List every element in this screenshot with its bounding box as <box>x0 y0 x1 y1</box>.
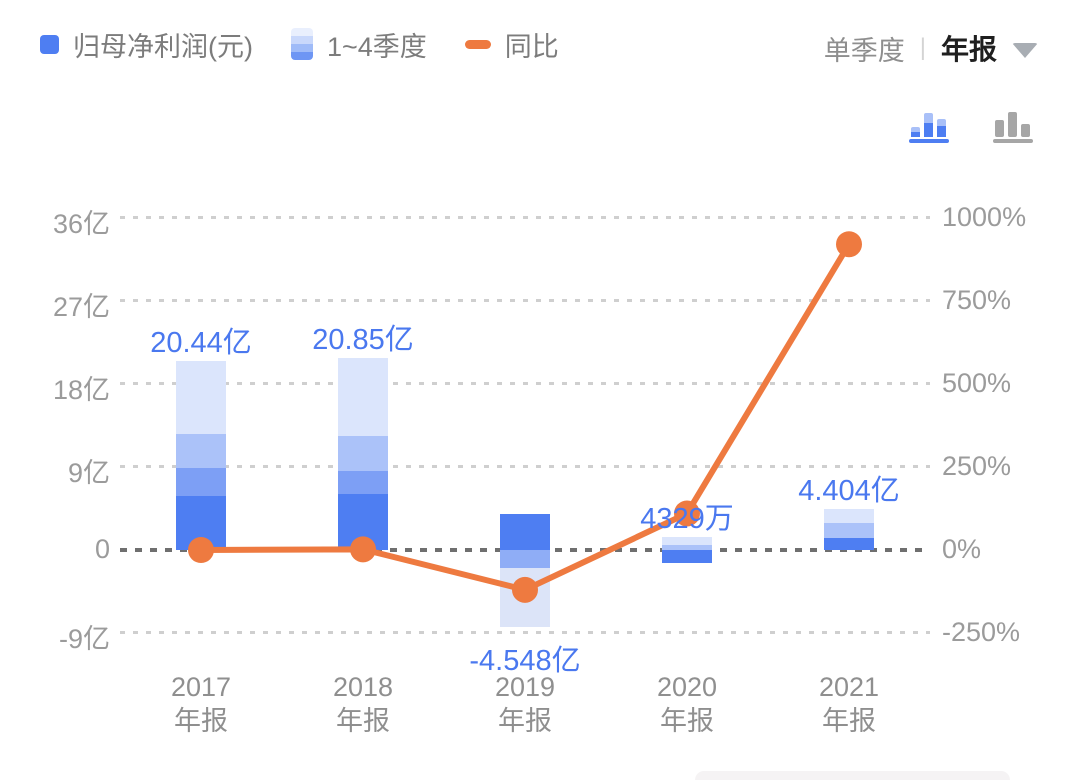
right-axis-tick: 500% <box>942 368 1012 398</box>
gridline <box>120 382 930 385</box>
toggle-divider: | <box>919 34 926 61</box>
yoy-dash-swatch-icon <box>464 39 491 49</box>
stacked-bar-chart-icon[interactable] <box>908 106 950 146</box>
bar-segment-2018[interactable] <box>338 470 388 494</box>
legend-label: 同比 <box>504 31 559 62</box>
value-label-2021: 4.404亿 <box>798 475 900 508</box>
x-axis-label-2020: 2020 年报 <box>656 672 718 736</box>
left-axis-tick: 18亿 <box>52 375 110 405</box>
bar-segment-2017[interactable] <box>176 433 226 468</box>
bar-segment-2018[interactable] <box>338 435 388 471</box>
left-axis-tick: 27亿 <box>52 292 110 322</box>
legend-label: 归母净利润(元) <box>73 31 253 62</box>
bar-chart-icon[interactable] <box>992 106 1034 146</box>
bar-segment-2017[interactable] <box>176 467 226 496</box>
quarter-gradient-swatch-icon <box>290 28 313 60</box>
chart-type-switcher <box>908 106 1034 146</box>
left-axis-tick: -9亿 <box>58 624 110 654</box>
toggle-annual-report[interactable]: 年报 <box>940 34 997 65</box>
legend-item-net-profit: 归母净利润(元) <box>40 25 253 64</box>
right-axis-tick: 0% <box>942 534 982 564</box>
chevron-down-icon[interactable] <box>1012 42 1038 58</box>
value-label-2020: 4329万 <box>640 503 734 536</box>
x-axis-label-2018: 2018 年报 <box>332 672 394 736</box>
legend: 归母净利润(元) 1~4季度 同比 <box>40 24 559 64</box>
right-axis-tick: -250% <box>942 617 1021 647</box>
x-axis-label-2021: 2021 年报 <box>818 672 880 736</box>
bar-segment-2019[interactable] <box>500 550 550 569</box>
left-axis-tick: 0 <box>94 534 110 564</box>
bar-segment-2020[interactable] <box>662 537 712 546</box>
bar-segment-2021[interactable] <box>824 538 874 550</box>
left-axis-tick: 9亿 <box>67 458 110 488</box>
gridline <box>120 631 930 634</box>
bar-segment-2019[interactable] <box>500 514 550 550</box>
right-axis-tick: 1000% <box>942 202 1027 232</box>
bar-segment-2019[interactable] <box>500 568 550 627</box>
legend-item-yoy: 同比 <box>464 25 559 64</box>
gridline <box>120 216 930 219</box>
bar-segment-2021[interactable] <box>824 523 874 538</box>
legend-item-quarters: 1~4季度 <box>290 25 427 64</box>
right-axis-tick: 750% <box>942 285 1012 315</box>
value-label-2019: -4.548亿 <box>469 644 581 677</box>
cutoff-overlay <box>695 771 1010 780</box>
value-label-2018: 20.85亿 <box>312 323 414 356</box>
net-profit-swatch-icon <box>40 34 59 54</box>
value-label-2017: 20.44亿 <box>150 327 252 360</box>
right-axis-tick: 250% <box>942 451 1012 481</box>
bar-segment-2020[interactable] <box>662 545 712 550</box>
x-axis-label-2019: 2019 年报 <box>494 672 556 736</box>
toggle-single-quarter[interactable]: 单季度 <box>823 35 905 66</box>
bar-segment-2018[interactable] <box>338 357 388 436</box>
yoy-point-2021[interactable] <box>836 231 862 258</box>
bar-segment-2020[interactable] <box>662 550 712 564</box>
period-toggle: 单季度 | 年报 <box>824 28 1038 68</box>
left-axis-tick: 36亿 <box>52 209 110 239</box>
legend-label: 1~4季度 <box>326 31 427 62</box>
bar-segment-2017[interactable] <box>176 495 226 550</box>
gridline <box>120 299 930 302</box>
x-axis-label-2017: 2017 年报 <box>170 672 232 736</box>
bar-segment-2021[interactable] <box>824 509 874 524</box>
bar-segment-2017[interactable] <box>176 361 226 434</box>
bar-segment-2018[interactable] <box>338 493 388 550</box>
